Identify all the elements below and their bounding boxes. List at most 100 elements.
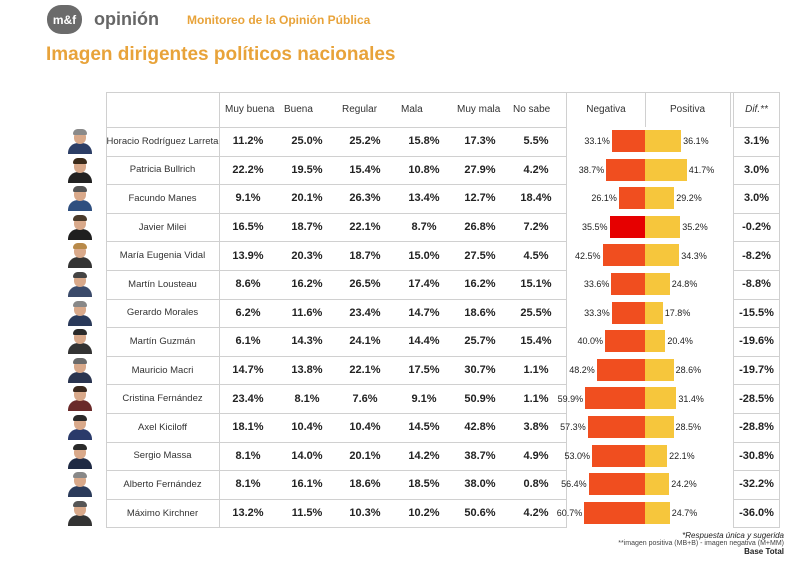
avatar	[66, 272, 94, 297]
diverging-bars: 60.7% 24.7%	[557, 499, 730, 528]
value-cell: 4.9%	[523, 449, 549, 462]
column-header-3: Mala	[401, 104, 423, 115]
grid-row-line	[733, 498, 780, 500]
value-cell: 16.5%	[232, 221, 264, 234]
grid-row-line	[733, 355, 780, 357]
avatar	[66, 214, 94, 240]
avatar-hair	[73, 472, 87, 479]
diverging-bars: 59.9% 31.4%	[558, 384, 730, 413]
grid-row-line	[733, 155, 780, 157]
table-row: Martín Lousteau 8.6% 16.2% 26.5% 17.4% 16.2% 1…	[68, 270, 780, 299]
politician-name: Facundo Manes	[128, 192, 197, 204]
table-row: Horacio Rodríguez Larreta 11.2% 25.0% 25.2%…	[68, 127, 780, 156]
diverging-bars: 35.5% 35.2%	[567, 213, 730, 242]
politician-name: Patricia Bullrich	[129, 164, 196, 176]
value-cell: 6.2%	[235, 306, 261, 319]
negativa-label: 35.5%	[581, 222, 608, 233]
positiva-label: 28.6%	[675, 365, 702, 376]
value-cell: 23.4%	[349, 306, 381, 319]
diverging-bars: 33.6% 24.8%	[567, 270, 730, 299]
negativa-label: 57.3%	[560, 422, 586, 433]
negativa-label: 42.5%	[574, 250, 601, 261]
value-cell: 18.5%	[408, 478, 440, 491]
avatar	[66, 129, 94, 154]
grid-row-line	[106, 184, 567, 186]
avatar-body	[68, 429, 92, 440]
value-cell: 13.2%	[232, 507, 264, 520]
diff-value: -19.6%	[739, 335, 774, 348]
table-row: Martín Guzmán 6.1% 14.3% 24.1% 14.4% 25.7% 15.…	[68, 327, 780, 356]
avatar-body	[68, 286, 92, 297]
column-header-negativa: Negativa	[586, 104, 626, 115]
grid-row-line	[106, 470, 567, 472]
positiva-label: 24.8%	[671, 279, 698, 290]
negativa-label: 38.7%	[578, 164, 605, 175]
value-cell: 16.2%	[291, 278, 323, 291]
value-cell: 15.1%	[520, 278, 552, 291]
value-cell: 7.2%	[523, 221, 549, 234]
positiva-label: 22.1%	[669, 450, 695, 461]
report-subtitle: Monitoreo de la Opinión Pública	[187, 13, 371, 27]
negativa-label: 60.7%	[556, 508, 583, 519]
footnote-base: Base Total	[744, 547, 784, 556]
value-cell: 20.1%	[349, 449, 381, 462]
grid-row-line	[106, 384, 567, 386]
diff-value: 3.0%	[743, 192, 770, 205]
politician-name: Mauricio Macri	[131, 364, 194, 376]
politician-name: Cristina Fernández	[122, 393, 203, 405]
value-cell: 18.7%	[349, 249, 381, 262]
avatar-body	[68, 371, 92, 383]
positiva-bar	[645, 416, 674, 438]
grid-row-line	[733, 241, 780, 243]
avatar-hair	[73, 415, 87, 421]
brand-name: opinión	[94, 9, 159, 29]
table-row: Gerardo Morales 6.2% 11.6% 23.4% 14.7% 18.6% 2…	[68, 299, 780, 328]
grid-row-line	[106, 355, 567, 357]
politician-name: Gerardo Morales	[126, 307, 199, 319]
avatar-hair	[73, 157, 87, 164]
value-cell: 14.7%	[232, 364, 264, 377]
column-header-4: Muy mala	[457, 104, 501, 115]
avatar-body	[68, 228, 92, 240]
negativa-bar	[592, 444, 645, 467]
value-cell: 12.7%	[464, 192, 496, 205]
grid-row-line	[106, 212, 567, 214]
value-cell: 25.2%	[349, 135, 381, 148]
diverging-bars: 56.4% 24.2%	[561, 470, 730, 499]
column-header-1: Buena	[284, 104, 313, 115]
value-cell: 22.1%	[349, 221, 381, 234]
value-cell: 50.9%	[464, 392, 496, 405]
value-cell: 7.6%	[352, 392, 378, 405]
politician-name: Sergio Massa	[133, 450, 192, 462]
footnotes: *Respuesta única y sugerida **imagen pos…	[618, 531, 784, 556]
diverging-bars: 33.3% 17.8%	[567, 299, 730, 328]
value-cell: 15.4%	[520, 335, 552, 348]
negativa-bar	[618, 187, 645, 210]
avatar-hair	[73, 243, 87, 250]
avatar-body	[68, 171, 92, 183]
value-cell: 8.1%	[235, 449, 261, 462]
positiva-label: 31.4%	[678, 393, 704, 404]
avatar-body	[68, 514, 92, 526]
grid-row-line	[733, 270, 780, 271]
value-cell: 6.1%	[235, 335, 261, 348]
value-cell: 15.0%	[408, 249, 440, 262]
avatar	[66, 357, 94, 383]
positiva-label: 36.1%	[683, 136, 709, 147]
value-cell: 26.5%	[349, 278, 381, 291]
value-cell: 17.3%	[464, 135, 496, 148]
value-cell: 10.2%	[408, 507, 440, 520]
positiva-label: 24.7%	[671, 508, 698, 519]
page-title: Imagen dirigentes políticos nacionales	[46, 44, 396, 65]
diff-value: 3.1%	[743, 135, 770, 148]
negativa-label: 59.9%	[557, 393, 584, 404]
avatar-hair	[73, 500, 87, 507]
grid-row-line	[733, 327, 780, 329]
grid-row-line	[106, 413, 567, 414]
value-cell: 13.4%	[408, 192, 440, 205]
table-row: Patricia Bullrich 22.2% 19.5% 15.4% 10.8% 27.…	[68, 156, 780, 185]
diverging-bars: 42.5% 34.3%	[567, 241, 730, 270]
positiva-label: 17.8%	[664, 307, 691, 318]
negativa-label: 56.4%	[561, 479, 587, 490]
value-cell: 13.9%	[232, 249, 264, 262]
